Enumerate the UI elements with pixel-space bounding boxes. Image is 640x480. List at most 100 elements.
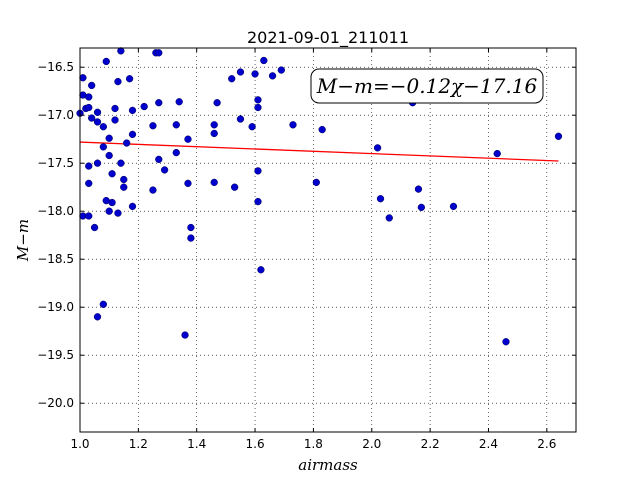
data-point [312,178,320,187]
data-point [251,70,259,78]
data-point [85,93,93,101]
y-tick-label: −18.0 [37,204,74,218]
data-point [111,104,119,113]
data-point [149,122,157,130]
data-point [105,134,113,142]
data-point [155,155,163,164]
data-point [102,57,110,66]
data-point [123,139,131,147]
data-point [277,66,285,74]
data-point [85,212,93,220]
data-point [236,68,245,76]
data-point [90,223,99,232]
data-point [254,103,262,112]
data-point [117,159,125,167]
data-point [128,130,137,139]
data-point [187,223,195,232]
data-point [230,183,239,191]
fit-line [79,141,559,162]
x-tick-label: 1.2 [129,437,148,451]
data-point [493,149,501,158]
data-point [187,234,195,242]
data-point [289,121,297,129]
data-point [373,144,382,152]
data-point [449,202,458,211]
data-point [93,159,102,167]
x-tick-label: 1.8 [304,437,323,451]
data-point [114,209,122,217]
data-point [181,331,189,339]
data-point [184,179,192,188]
data-point [210,121,218,129]
plot-background [80,48,576,432]
data-point [417,203,426,212]
data-point [149,186,157,194]
x-axis-label: airmass [298,456,358,474]
data-point [254,197,262,206]
data-point [85,103,93,112]
data-point [260,56,268,65]
data-point [117,47,125,55]
data-point [99,143,107,151]
data-point [93,108,102,116]
data-point [554,132,563,140]
data-point [385,214,393,222]
data-point [236,115,245,123]
data-point [93,313,102,321]
data-point [108,198,116,207]
data-point [155,99,163,107]
data-point [105,151,113,160]
data-point [318,125,326,134]
data-point [93,118,102,126]
x-tick-label: 2.6 [537,437,556,451]
data-point [125,75,134,83]
data-point [210,129,218,138]
x-tick-label: 2.4 [479,437,498,451]
x-tick-label: 1.6 [246,437,265,451]
annotation-frame [310,68,544,104]
data-point [184,135,192,143]
annotation-text: M−m=−0.12χ−17.16 [316,74,538,98]
data-point [254,96,262,104]
data-point [85,162,93,170]
x-tick-label: 1.4 [187,437,206,451]
y-tick-label: −20.0 [37,396,74,410]
data-point [155,49,163,57]
chart-title: 2021-09-01_211011 [247,28,409,48]
data-point [105,207,113,215]
y-tick-label: −17.5 [37,156,74,170]
data-point [120,175,128,184]
data-point [79,74,87,82]
data-point [99,123,107,131]
data-point [213,99,221,107]
data-point [128,202,137,211]
x-tick-label: 1.0 [70,437,89,451]
data-point [108,170,116,178]
plot-frame [79,47,577,433]
y-tick-label: −19.5 [37,348,74,362]
y-tick-label: −16.5 [37,60,74,74]
fit-line-layer [79,141,559,162]
data-point [99,300,107,308]
y-axis-label: M−m [14,219,32,262]
data-point [175,98,183,106]
x-tick-label: 2.2 [421,437,440,451]
data-point [120,183,128,191]
data-point [172,148,180,157]
data-point [140,102,148,111]
grid [80,48,576,432]
data-point [228,75,236,83]
data-point [210,178,218,187]
data-point [128,106,137,115]
data-point [268,72,277,80]
data-point [376,195,385,203]
data-point [111,116,119,124]
data-point [248,123,256,131]
data-point [160,166,169,174]
y-tick-label: −18.5 [37,252,74,266]
y-tick-label: −17.0 [37,108,74,122]
data-point [114,77,122,86]
data-point [88,114,96,122]
y-tick-label: −19.0 [37,300,74,314]
